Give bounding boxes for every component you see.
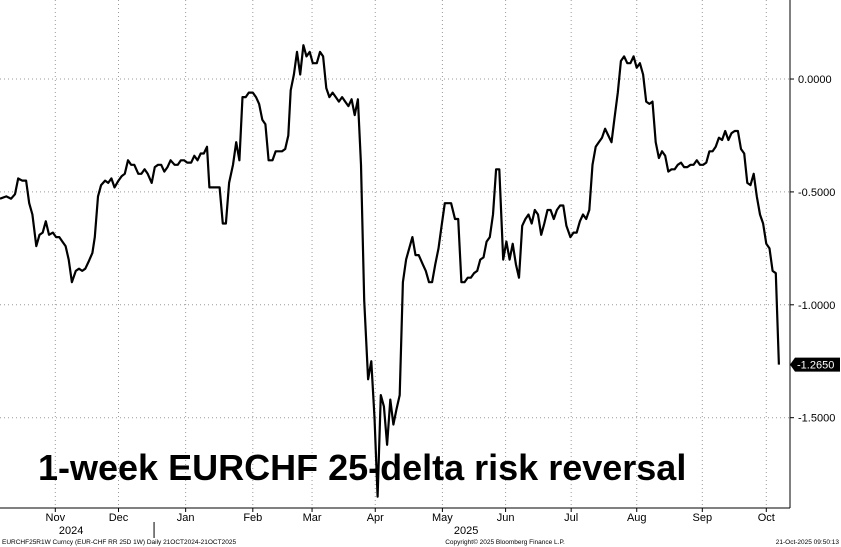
series-line <box>0 44 780 498</box>
x-tick-label: Oct <box>758 512 775 524</box>
last-value-box <box>790 357 840 372</box>
last-value-label: -1.2650 <box>797 360 834 372</box>
x-tick-label: Sep <box>693 512 713 524</box>
x-tick-label: May <box>432 512 453 524</box>
y-axis-ticks: 0.0000 -0.5000 -1.0000 -1.5000 <box>790 74 835 425</box>
x-tick-label: Feb <box>243 512 262 524</box>
y-tick-label: -1.5000 <box>798 413 835 425</box>
x-tick-label: Mar <box>303 512 322 524</box>
last-value-marker: -1.2650 <box>790 357 840 372</box>
year-label: 2025 <box>454 525 478 537</box>
x-tick-label: Jun <box>497 512 515 524</box>
y-tick-label: -1.0000 <box>798 300 835 312</box>
x-axis-ticks: Nov Dec Jan Feb Mar Apr May Jun Jul Aug Sep Oct <box>46 508 775 524</box>
x-tick-label: Aug <box>627 512 647 524</box>
x-axis-year-labels: 2024 2025 <box>59 522 478 538</box>
footer-copyright: Copyright© 2025 Bloomberg Finance L.P. <box>445 538 565 546</box>
x-tick-label: Dec <box>109 512 129 524</box>
y-tick-label: 0.0000 <box>798 74 832 86</box>
x-tick-label: Jul <box>564 512 578 524</box>
year-label: 2024 <box>59 525 83 537</box>
y-tick-label: -0.5000 <box>798 187 835 199</box>
footer-source: EURCHF25R1W Curncy (EUR-CHF RR 25D 1W) D… <box>2 539 236 546</box>
vertical-gridlines <box>54 0 767 508</box>
x-tick-label: Apr <box>367 512 384 524</box>
chart-title: 1-week EURCHF 25-delta risk reversal <box>38 447 686 488</box>
x-tick-label: Nov <box>46 512 66 524</box>
x-tick-label: Jan <box>177 512 195 524</box>
footer-timestamp: 21-Oct-2025 09:50:13 <box>776 539 840 546</box>
